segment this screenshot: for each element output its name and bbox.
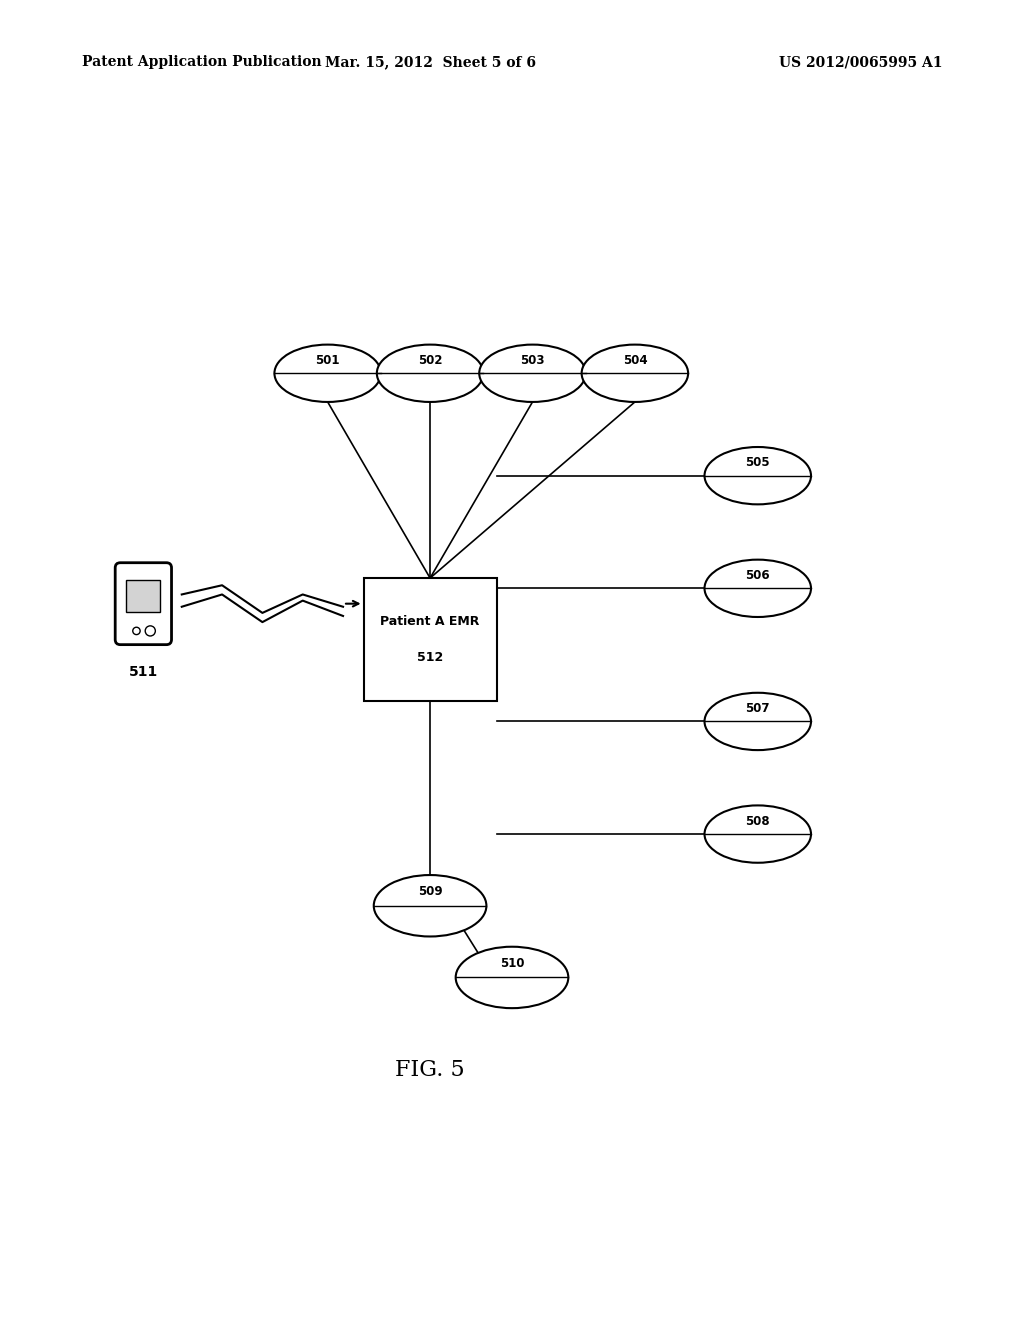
Ellipse shape — [456, 946, 568, 1008]
Text: 509: 509 — [418, 886, 442, 899]
Ellipse shape — [705, 560, 811, 616]
Ellipse shape — [274, 345, 381, 403]
FancyBboxPatch shape — [364, 578, 497, 701]
Circle shape — [145, 626, 156, 636]
Ellipse shape — [377, 345, 483, 403]
Ellipse shape — [582, 345, 688, 403]
Text: 512: 512 — [417, 652, 443, 664]
FancyBboxPatch shape — [116, 562, 172, 644]
Ellipse shape — [374, 875, 486, 936]
Ellipse shape — [705, 693, 811, 750]
Text: 502: 502 — [418, 354, 442, 367]
Text: 501: 501 — [315, 354, 340, 367]
Text: 505: 505 — [745, 457, 770, 470]
Ellipse shape — [479, 345, 586, 403]
Text: 511: 511 — [129, 665, 158, 678]
Ellipse shape — [705, 447, 811, 504]
Text: US 2012/0065995 A1: US 2012/0065995 A1 — [778, 55, 942, 70]
Text: Patent Application Publication: Patent Application Publication — [82, 55, 322, 70]
Text: FIG. 5: FIG. 5 — [395, 1059, 465, 1081]
Ellipse shape — [705, 805, 811, 863]
Text: 507: 507 — [745, 702, 770, 715]
Circle shape — [133, 627, 140, 635]
Text: Mar. 15, 2012  Sheet 5 of 6: Mar. 15, 2012 Sheet 5 of 6 — [325, 55, 536, 70]
Text: Patient A EMR: Patient A EMR — [380, 615, 480, 627]
Text: 503: 503 — [520, 354, 545, 367]
Text: 504: 504 — [623, 354, 647, 367]
Text: 508: 508 — [745, 814, 770, 828]
Text: 510: 510 — [500, 957, 524, 970]
Bar — [127, 579, 161, 612]
Text: 506: 506 — [745, 569, 770, 582]
